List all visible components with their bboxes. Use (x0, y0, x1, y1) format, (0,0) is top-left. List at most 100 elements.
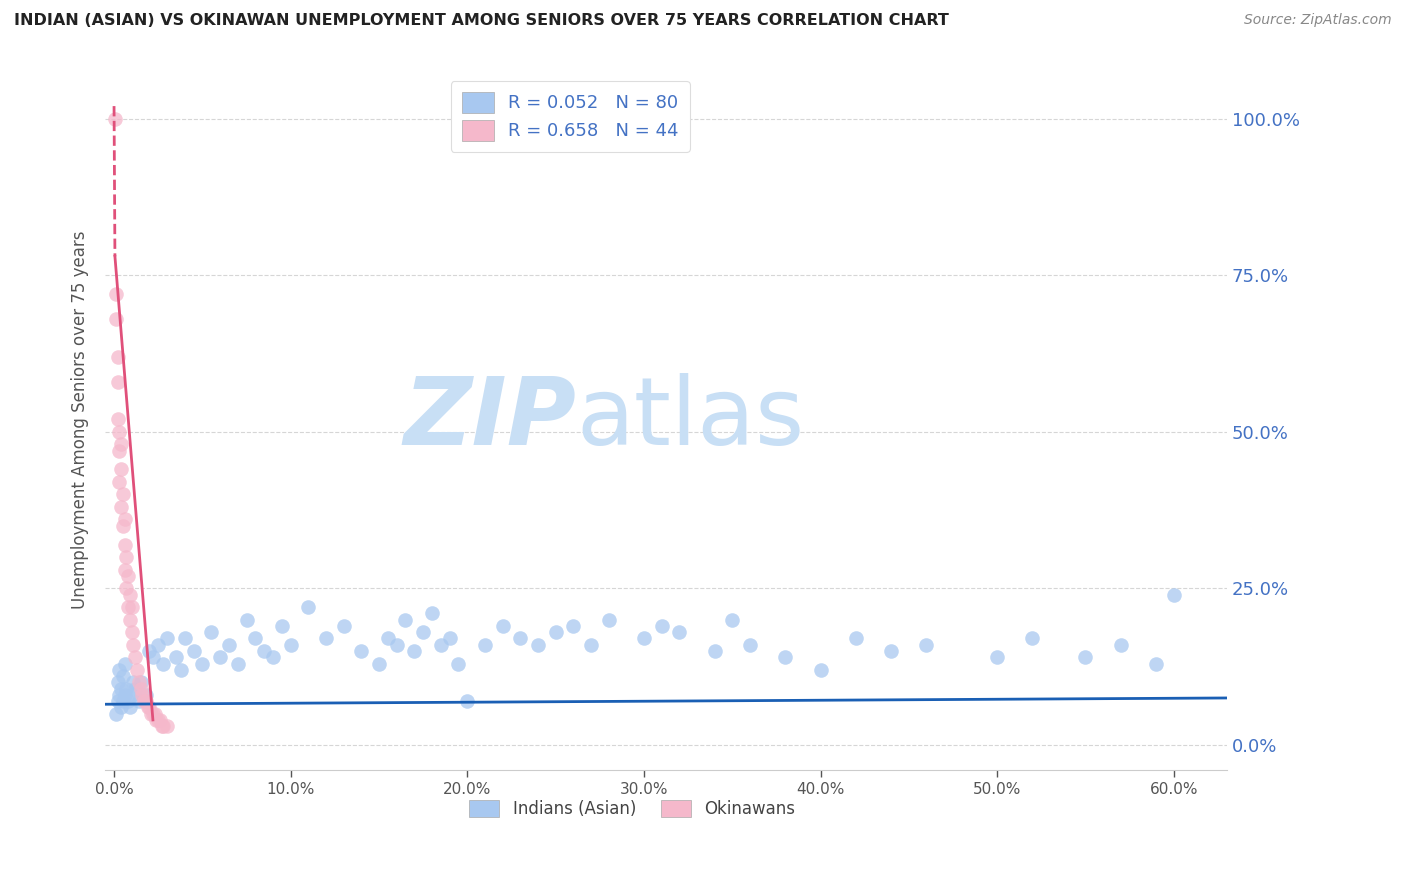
Point (104, 112, 127, 126)
Point (208, 650, 231, 665)
Point (474, 638, 496, 652)
Point (156, 632, 179, 646)
Point (108, 425, 131, 439)
Point (138, 644, 160, 658)
Point (124, 650, 146, 665)
Point (110, 462, 132, 476)
Point (1144, 657, 1167, 671)
Point (633, 632, 655, 646)
Point (430, 638, 453, 652)
Point (121, 600, 143, 615)
Point (114, 563, 136, 577)
Point (111, 487, 134, 501)
Point (111, 669, 134, 683)
Point (598, 613, 620, 627)
Point (986, 650, 1008, 665)
Point (527, 638, 550, 652)
Point (150, 719, 173, 733)
Point (350, 644, 373, 658)
Point (1109, 638, 1132, 652)
Point (139, 706, 162, 721)
Point (122, 675, 145, 690)
Point (845, 632, 868, 646)
Point (148, 638, 170, 652)
Point (111, 518, 134, 533)
Point (156, 719, 179, 733)
Point (562, 619, 585, 633)
Point (245, 632, 267, 646)
Point (122, 638, 145, 652)
Point (142, 706, 165, 721)
Point (170, 663, 193, 677)
Point (420, 607, 443, 621)
Point (412, 625, 434, 640)
Point (253, 644, 276, 658)
Point (117, 569, 139, 583)
Point (131, 688, 153, 702)
Point (1021, 632, 1043, 646)
Point (108, 475, 131, 489)
Point (121, 688, 143, 702)
Point (191, 657, 214, 671)
Point (810, 663, 832, 677)
Point (262, 650, 284, 665)
Point (509, 632, 531, 646)
Point (456, 694, 478, 708)
Point (183, 644, 205, 658)
Point (280, 638, 302, 652)
Point (104, 287, 127, 301)
Point (118, 700, 141, 714)
Point (880, 644, 903, 658)
Point (115, 582, 138, 596)
Point (110, 437, 132, 451)
Point (128, 675, 150, 690)
Point (404, 644, 426, 658)
Point (165, 650, 187, 665)
Point (332, 619, 354, 633)
Text: Source: ZipAtlas.com: Source: ZipAtlas.com (1244, 13, 1392, 28)
Point (1163, 588, 1185, 602)
Point (107, 350, 129, 364)
Point (218, 638, 240, 652)
Point (152, 719, 174, 733)
Point (235, 613, 257, 627)
Point (385, 638, 408, 652)
Point (579, 638, 602, 652)
Point (117, 600, 139, 615)
Point (773, 650, 796, 665)
Point (114, 657, 136, 671)
Text: atlas: atlas (576, 373, 804, 466)
Point (107, 375, 129, 389)
Point (315, 632, 337, 646)
Point (1074, 650, 1097, 665)
Point (721, 613, 744, 627)
Point (439, 632, 461, 646)
Point (226, 657, 249, 671)
Point (394, 613, 416, 627)
Point (148, 713, 170, 727)
Point (128, 694, 150, 708)
Point (118, 588, 141, 602)
Point (107, 675, 129, 690)
Point (136, 700, 159, 714)
Point (915, 638, 938, 652)
Point (377, 632, 399, 646)
Point (138, 700, 160, 714)
Text: ZIP: ZIP (404, 373, 576, 466)
Point (491, 619, 513, 633)
Point (447, 657, 470, 671)
Legend: Indians (Asian), Okinawans: Indians (Asian), Okinawans (463, 793, 801, 825)
Point (129, 681, 152, 696)
Point (132, 694, 155, 708)
Point (142, 650, 165, 665)
Point (668, 625, 690, 640)
Point (110, 500, 132, 514)
Point (651, 619, 673, 633)
Point (173, 632, 195, 646)
Point (115, 681, 138, 696)
Point (149, 713, 172, 727)
Point (135, 688, 157, 702)
Point (110, 681, 132, 696)
Point (107, 412, 129, 426)
Point (114, 512, 136, 526)
